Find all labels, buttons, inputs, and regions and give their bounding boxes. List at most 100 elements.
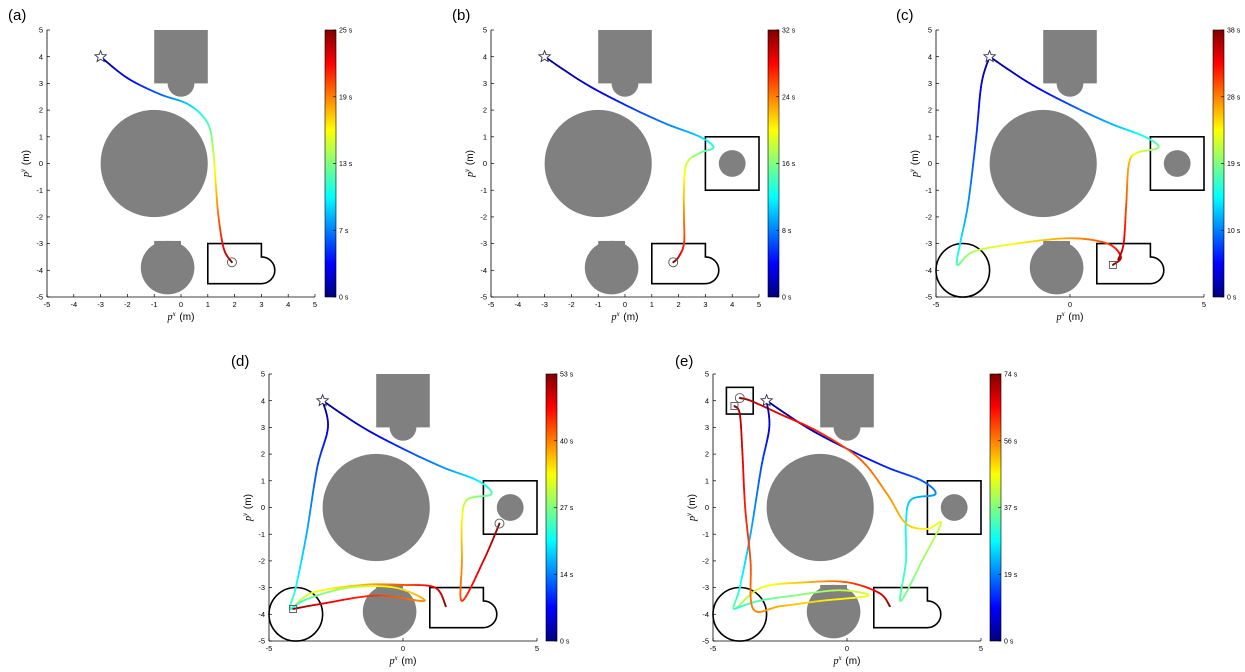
y-tick-label: 0 [705,503,709,512]
trajectory-segment [307,516,311,525]
trajectories [543,55,715,264]
square-icon [289,605,298,613]
star-icon [759,393,774,407]
x-tick-label: 0 [845,644,849,653]
y-tick-label: 4 [39,52,43,61]
trajectory-segment [972,152,976,160]
axes: -5 0 5 -5 -4 -3 -2 -1 0 1 2 3 4 5 px (m) py (m) [908,26,1206,323]
colorbar: 0 s 7 s 13 s 19 s 25 s [324,28,353,302]
x-tick-label: 5 [535,644,539,653]
axes: -5 -4 -3 -2 -1 0 1 2 3 4 5 -5 -4 -3 -2 -1 0 1 2 3 4 5 px (m) py… [19,26,317,323]
trajectory-segment [974,141,977,149]
y-tick-label: -4 [480,266,487,275]
circle-icon [668,257,679,268]
panel-label: (e) [675,353,693,370]
y-tick-label: -3 [36,239,43,248]
star-icon [537,49,552,63]
trajectory-segment [751,516,755,525]
x-axis-label: px (m) [611,310,639,323]
star-icon [315,393,330,407]
y-tick-label: -2 [480,213,487,222]
trajectory-segment [313,476,317,484]
trajectory-1 [543,55,715,264]
obstacles [766,374,874,639]
y-tick-label: 3 [928,79,932,88]
x-tick-label: 0 [401,644,405,653]
y-tick-label: 3 [261,423,265,432]
obstacle-bottom-cap [1043,240,1070,255]
trajectory-segment [969,181,972,190]
colorbar-tick-label: 37 s [1004,505,1018,512]
x-tick-label: 3 [703,300,707,309]
y-tick-label: 2 [39,106,43,115]
x-tick-label: -1 [595,300,602,309]
region-button [873,586,942,629]
x-axis-label: px (m) [1056,310,1084,323]
axes: -5 -4 -3 -2 -1 0 1 2 3 4 5 -5 -4 -3 -2 -1 0 1 2 3 4 5 px (m) py… [463,26,761,323]
x-tick-label: 2 [677,300,681,309]
obstacle-small-circle [1163,150,1191,177]
circle-icon [734,393,745,403]
regions [651,136,760,285]
y-tick-label: -3 [258,583,265,592]
colorbar-tick-label: 56 s [1004,438,1018,445]
x-tick-label: 1 [206,300,210,309]
y-tick-label: -2 [925,213,932,222]
y-tick-label: 0 [483,159,487,168]
y-tick-label: -1 [36,186,43,195]
region-square [926,479,982,535]
y-tick-label: -2 [258,557,265,566]
star-icon [982,49,997,63]
colorbar-tick-label: 53 s [560,372,574,379]
x-tick-label: -5 [710,644,717,653]
panel-label: (c) [896,7,914,24]
trajectory-segment [971,164,974,172]
colorbar-tick-label: 25 s [339,28,353,35]
y-tick-label: 2 [261,450,265,459]
region-button [429,586,498,629]
colorbar: 0 s 14 s 27 s 40 s 53 s [545,372,574,646]
y-tick-label: 5 [483,26,487,35]
colorbar-tick-label: 38 s [1227,28,1241,35]
panel-a: (a) -5 -4 -3 -2 -1 0 1 2 3 4 5 -5 -4 -3 -2 -1 0 1 2 3 4 5 px (m… [8,7,353,323]
y-tick-label: 0 [39,159,43,168]
region-button [207,242,276,285]
y-tick-label: -4 [925,266,932,275]
region-square [482,479,538,535]
y-tick-label: 2 [928,106,932,115]
y-tick-label: 5 [928,26,932,35]
colorbar-tick-label: 0 s [1227,295,1237,302]
trajectory-segment [497,522,501,527]
x-tick-label: -4 [514,300,521,309]
circle-icon [226,257,237,268]
obstacle-top-bump [389,414,417,441]
colorbar-tick-label: 13 s [339,161,353,168]
trajectory-segment [753,505,757,513]
y-tick-label: 4 [705,396,709,405]
trajectory-segment [308,511,311,519]
colorbar-tick-label: 24 s [782,94,796,101]
region-button [651,242,720,285]
colorbar-tick-label: 0 s [1004,639,1014,646]
y-tick-label: -4 [36,266,43,275]
panel-label: (d) [231,353,249,370]
y-tick-label: 5 [261,370,265,379]
y-tick-label: -3 [702,583,709,592]
x-tick-label: -5 [488,300,495,309]
panel-label: (a) [8,7,26,24]
colorbar-tick-label: 32 s [782,28,796,35]
obstacle-bottom-cap [154,240,181,255]
trajectory-segment [756,487,759,495]
colorbar-tick-label: 0 s [782,295,792,302]
trajectory-segment [968,187,972,195]
colorbar-tick-label: 19 s [1227,161,1241,168]
y-tick-label: -3 [925,239,932,248]
y-tick-label: 3 [483,79,487,88]
star-icon [93,49,108,63]
x-tick-label: 3 [259,300,263,309]
obstacle-top-bump [1056,70,1084,97]
region-circle [935,242,991,298]
y-tick-label: -3 [480,239,487,248]
colorbar: 0 s 19 s 37 s 56 s 74 s [989,372,1018,646]
colorbar-tick-label: 7 s [339,228,349,235]
